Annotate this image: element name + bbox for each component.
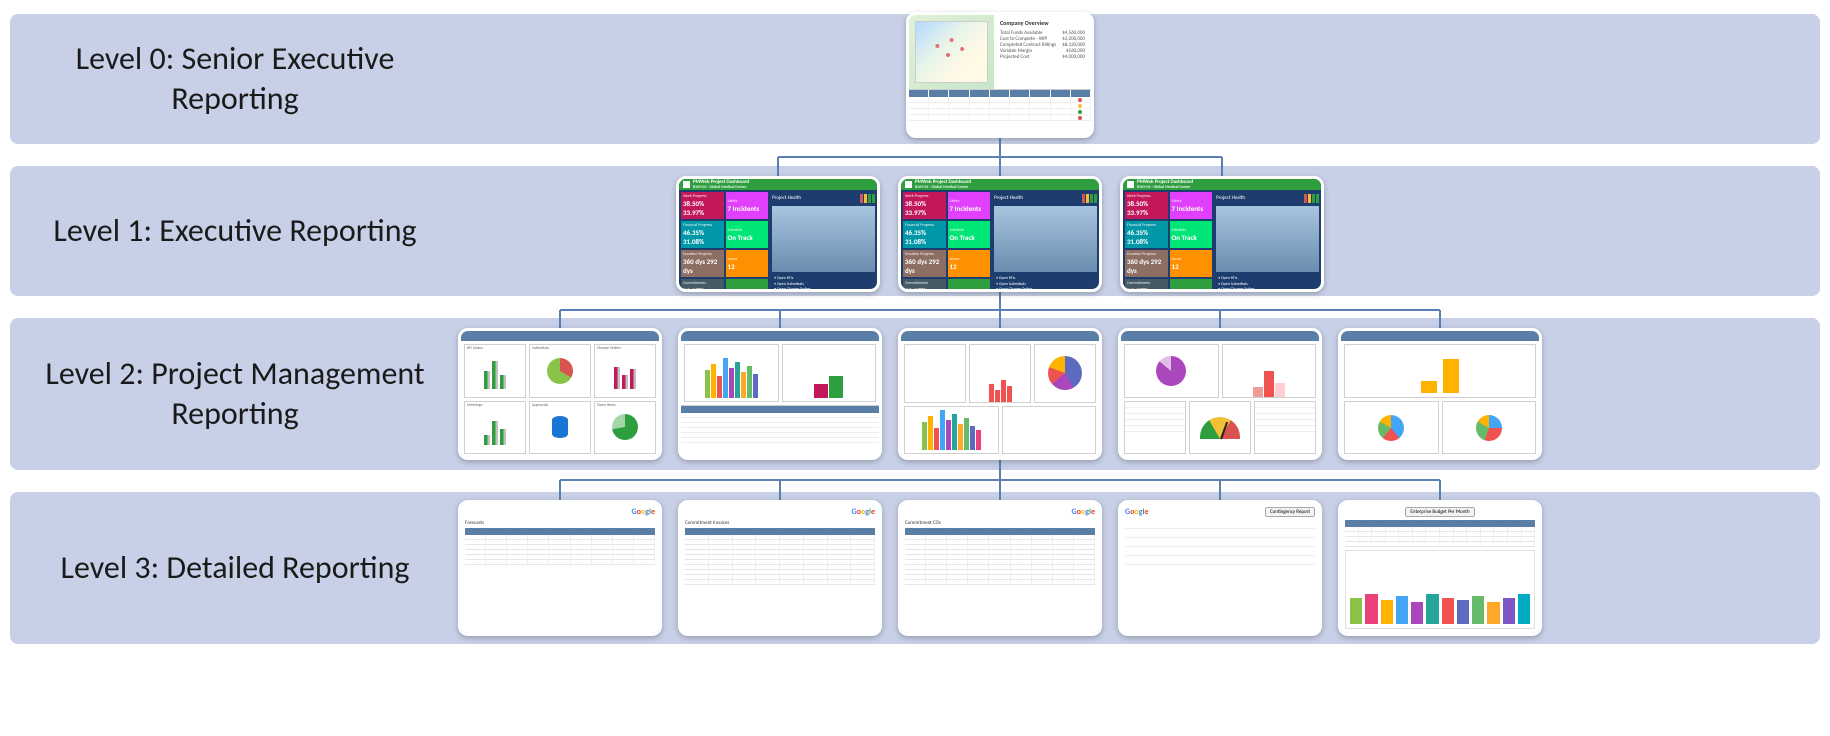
level0-thumb-senior-exec: Company Overview Total Funds Available$4… <box>906 12 1094 138</box>
level2-label: Level 2: Project Management Reporting <box>10 354 460 434</box>
level3-label: Level 3: Detailed Reporting <box>10 548 460 588</box>
level3-thumb-forecasts: GoogleForecasts <box>458 500 662 636</box>
level1-thumb-dashboard: PMWeb Project Dashboard8109-04 - Global … <box>676 176 880 292</box>
level3-thumb-enterprise-budget: Enterprise Budget Per Month <box>1338 500 1542 636</box>
level2-thumb-cost <box>898 328 1102 460</box>
level1-thumb-dashboard: PMWeb Project Dashboard8109-04 - Global … <box>1120 176 1324 292</box>
stats-title: Company Overview <box>1000 19 1085 27</box>
stats-panel: Company Overview Total Funds Available$4… <box>994 15 1091 89</box>
level2-thumb-warranty <box>1338 328 1542 460</box>
level3-thumb-contingency: GoogleContingency Report <box>1118 500 1322 636</box>
summary-table <box>909 89 1091 135</box>
level2-thumb-kpi <box>1118 328 1322 460</box>
level3-thumb-commitment-invoices: GoogleCommitment Invoices <box>678 500 882 636</box>
level1-thumb-dashboard: PMWeb Project Dashboard8109-04 - Global … <box>898 176 1102 292</box>
level1-label: Level 1: Executive Reporting <box>10 211 460 251</box>
level0-label: Level 0: Senior Executive Reporting <box>10 39 460 119</box>
map-panel <box>909 15 994 89</box>
level2-thumb-scheduling <box>678 328 882 460</box>
level2-thumb-doc-mgmt: RFI StatusSubmittalsChange OrdersMeeting… <box>458 328 662 460</box>
level3-thumb-commitment-cos: GoogleCommitment COs <box>898 500 1102 636</box>
